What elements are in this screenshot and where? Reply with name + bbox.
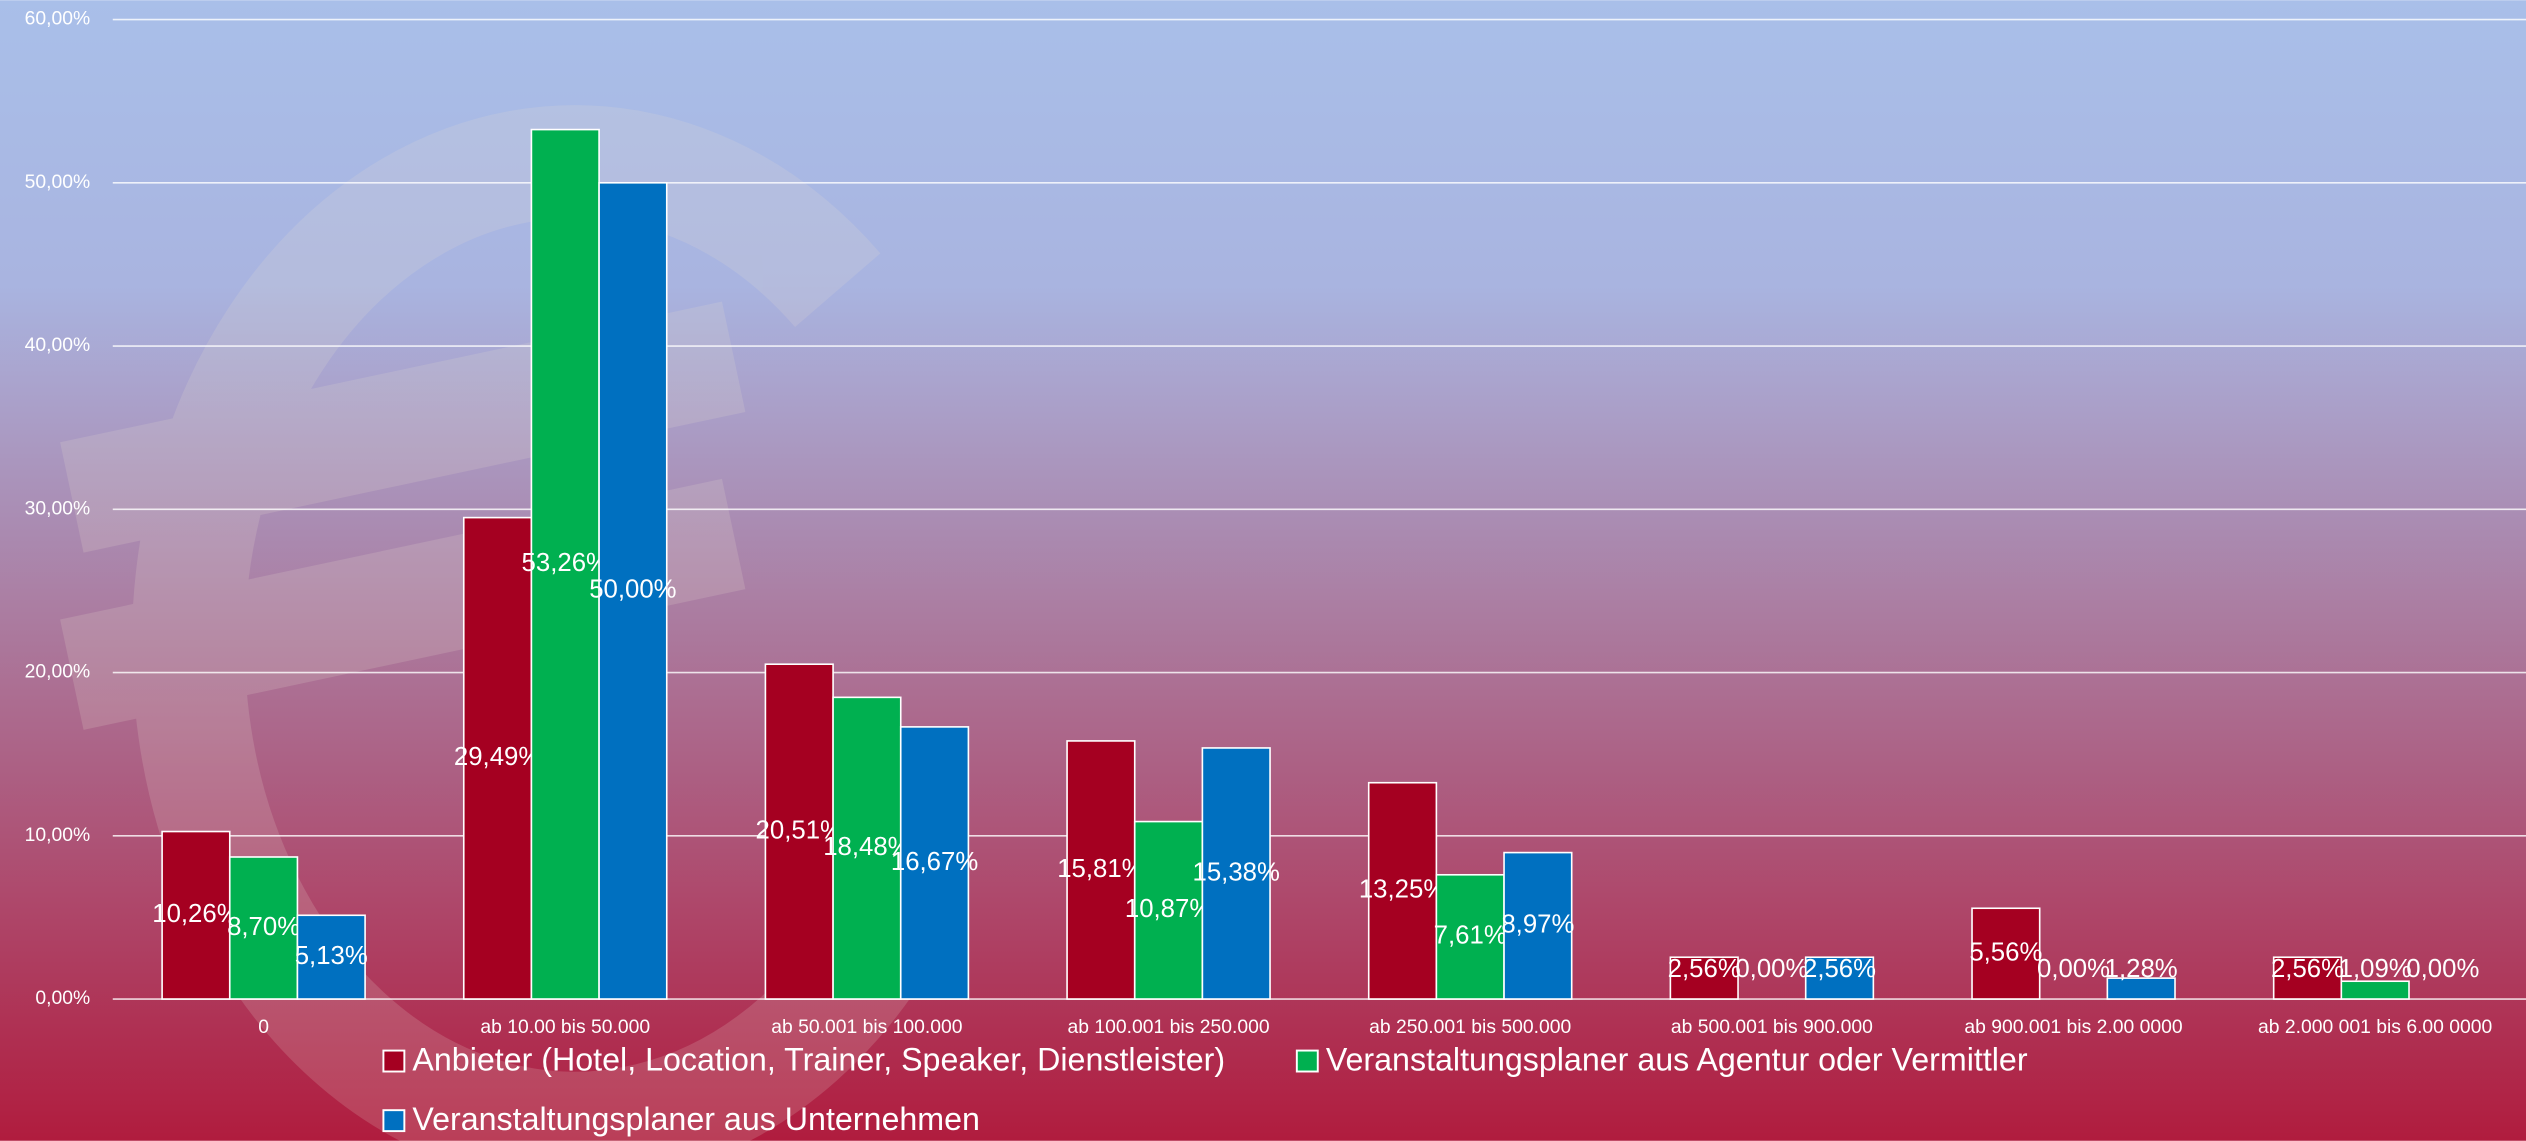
value-label: 1,28% [2105, 955, 2178, 983]
value-label: 5,56% [1969, 938, 2042, 966]
bar [228, 856, 299, 1000]
bar [598, 181, 668, 1000]
value-label: 53,26% [522, 549, 609, 577]
value-label: 2,56% [1668, 955, 1741, 983]
x-tick-label: ab 2.000 001 bis 6.00 0000 [2258, 1017, 2492, 1038]
legend-swatch [382, 1049, 406, 1073]
value-label: 13,25% [1359, 876, 1446, 904]
value-label: 2,56% [2271, 955, 2344, 983]
value-label: 8,70% [227, 913, 300, 941]
value-label: 15,81% [1057, 855, 1144, 883]
y-tick-label: 60,00% [25, 9, 91, 30]
y-tick-label: 20,00% [25, 662, 91, 683]
bar [899, 726, 970, 1000]
value-label: 8,97% [1501, 911, 1574, 939]
legend-label: Veranstaltungsplaner aus Unternehmen [412, 1101, 980, 1137]
bar [2106, 977, 2176, 1000]
legend-label: Veranstaltungsplaner aus Agentur oder Ve… [1326, 1041, 2028, 1077]
bar [2272, 956, 2343, 1000]
value-label: 29,49% [454, 743, 541, 771]
value-label: 2,56% [1803, 955, 1876, 983]
y-tick-label: 10,00% [25, 825, 91, 846]
legend-swatch [382, 1109, 406, 1133]
value-label: 16,67% [891, 848, 978, 876]
bar [1804, 956, 1875, 1000]
legend-swatch [1295, 1049, 1319, 1073]
x-tick-label: ab 100.001 bis 250.000 [1068, 1017, 1270, 1038]
x-tick-label: 0 [258, 1017, 269, 1038]
bar [1503, 851, 1573, 1000]
x-tick-label: ab 250.001 bis 500.000 [1369, 1017, 1571, 1038]
value-label: 0,00% [1735, 955, 1808, 983]
x-tick-label: ab 500.001 bis 900.000 [1671, 1017, 1873, 1038]
x-tick-label: ab 900.001 bis 2.00 0000 [1964, 1017, 2182, 1038]
value-label: 10,26% [152, 900, 239, 928]
value-label: 18,48% [823, 833, 910, 861]
bar [1669, 956, 1739, 1000]
legend-label: Anbieter (Hotel, Location, Trainer, Spea… [412, 1041, 1225, 1077]
bar [832, 696, 902, 1000]
bar [1367, 781, 1438, 1000]
value-label: 0,00% [2406, 955, 2479, 983]
value-label: 20,51% [756, 816, 843, 844]
y-tick-label: 50,00% [25, 172, 91, 193]
bar [1435, 873, 1505, 1000]
bar [1066, 740, 1136, 1000]
value-label: 0,00% [2037, 955, 2110, 983]
bar [1133, 820, 1204, 1000]
value-label: 1,09% [2339, 955, 2412, 983]
x-tick-label: ab 50.001 bis 100.000 [771, 1017, 962, 1038]
y-tick-label: 0,00% [35, 988, 90, 1009]
value-label: 50,00% [589, 576, 676, 604]
value-label: 10,87% [1125, 895, 1212, 923]
bar [2340, 980, 2410, 1000]
bar [462, 516, 533, 1000]
value-label: 7,61% [1434, 922, 1507, 950]
x-tick-label: ab 10.00 bis 50.000 [480, 1017, 650, 1038]
value-label: 5,13% [295, 942, 368, 970]
bar [296, 914, 366, 1000]
y-tick-label: 40,00% [25, 335, 91, 356]
bar [1201, 747, 1271, 1000]
y-tick-label: 30,00% [25, 498, 91, 519]
bar [530, 128, 600, 1000]
value-label: 15,38% [1193, 858, 1280, 886]
bar [1971, 907, 2041, 1000]
bar [764, 663, 834, 1000]
